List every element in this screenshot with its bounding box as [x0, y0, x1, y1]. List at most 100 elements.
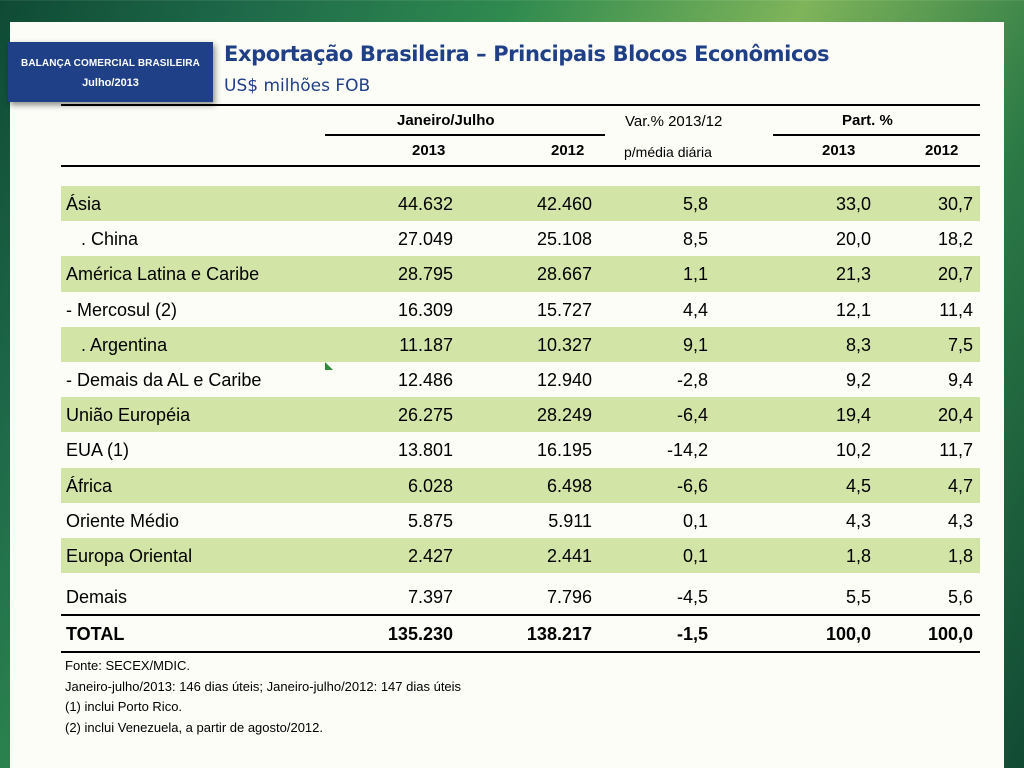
part-2013: 33,0	[835, 194, 871, 214]
value-2012: 25.108	[536, 229, 592, 250]
value-2012: 138.217	[526, 624, 592, 645]
value-2013: 28.795	[397, 264, 453, 285]
row-label: EUA (1)	[66, 440, 130, 461]
var-pct: 1,1	[682, 264, 708, 285]
value-2012: 42.460	[536, 194, 592, 214]
row-label: África	[66, 475, 113, 496]
var-pct: -6,6	[676, 475, 708, 496]
footnote-1: (1) inclui Porto Rico.	[65, 699, 183, 714]
part-2013: 8,3	[845, 334, 871, 355]
row-label: União Européia	[66, 405, 191, 426]
value-2013: 16.309	[397, 299, 453, 320]
part-2013: 100,0	[825, 624, 871, 645]
var-pct: 8,5	[682, 229, 708, 250]
badge-period: Julho/2013	[82, 77, 139, 89]
value-2012: 6.498	[546, 475, 592, 496]
part-2013: 12,1	[835, 299, 871, 320]
header-part-group: Part. %	[842, 112, 893, 129]
row-label-text: . Argentina	[76, 334, 168, 355]
var-pct: 0,1	[682, 510, 708, 531]
value-2013: 11.187	[399, 334, 453, 355]
table-row: Ásia 44.632 42.460 5,8 33,0 30,7	[61, 186, 980, 222]
table-row: EUA (1) 13.801 16.195 -14,2 10,2 11,7	[61, 432, 980, 467]
report-badge: BALANÇA COMERCIAL BRASILEIRA Julho/2013	[8, 42, 213, 102]
value-2012: 15.727	[536, 299, 592, 320]
var-pct: -4,5	[676, 587, 708, 608]
row-label: América Latina e Caribe	[66, 264, 260, 285]
part-group-rule	[773, 134, 980, 136]
row-label-text: . China	[76, 229, 139, 250]
row-label: Ásia	[66, 194, 102, 214]
part-2013: 9,2	[845, 369, 871, 390]
value-2013: 26.275	[397, 405, 453, 426]
value-2012: 10.327	[536, 334, 592, 355]
part-2013: 21,3	[835, 264, 871, 285]
header-period-group: Janeiro/Julho	[397, 112, 495, 129]
page-subtitle: US$ milhões FOB	[224, 76, 371, 96]
value-2013: 13.801	[397, 440, 453, 461]
table-row: América Latina e Caribe 28.795 28.667 1,…	[61, 256, 980, 292]
part-2012: 4,3	[947, 510, 973, 531]
value-2012: 5.911	[548, 510, 592, 531]
table-row: União Européia 26.275 28.249 -6,4 19,4 2…	[61, 397, 980, 433]
row-label: Demais	[66, 587, 128, 608]
table-row: África 6.028 6.498 -6,6 4,5 4,7	[61, 467, 980, 503]
value-2012: 28.667	[536, 264, 592, 285]
period-group-rule	[325, 134, 605, 136]
value-2013: 6.028	[407, 475, 453, 496]
part-2012: 1,8	[947, 545, 973, 566]
value-2013: 135.230	[387, 624, 453, 645]
header-part-2012: 2012	[925, 142, 959, 159]
page-title: Exportação Brasileira – Principais Bloco…	[224, 42, 830, 66]
part-2013: 1,8	[845, 545, 871, 566]
source-note: Fonte: SECEX/MDIC.	[65, 658, 190, 673]
var-pct: -6,4	[676, 405, 708, 426]
var-pct: 5,8	[682, 194, 708, 214]
part-2013: 4,3	[845, 510, 871, 531]
var-pct: -2,8	[676, 369, 708, 390]
table-row: . Argentina 11.187 10.327 9,1 8,3 7,5	[61, 326, 980, 362]
row-label: - Demais da AL e Caribe	[66, 369, 262, 390]
footnotes: Fonte: SECEX/MDIC. Janeiro-julho/2013: 1…	[65, 656, 461, 738]
table-row: . China 27.049 25.108 8,5 20,0 18,2	[61, 221, 980, 256]
part-2012: 9,4	[947, 369, 973, 390]
header-col-2012: 2012	[551, 142, 585, 159]
part-2013: 5,5	[845, 587, 871, 608]
value-2013: 44.632	[397, 194, 453, 214]
days-note: Janeiro-julho/2013: 146 dias úteis; Jane…	[65, 678, 462, 694]
header-col-2013: 2013	[412, 142, 446, 159]
header-bottom-rule	[61, 165, 980, 167]
part-2012: 5,6	[947, 587, 973, 608]
part-2012: 18,2	[937, 229, 973, 250]
header-part-2013: 2013	[822, 142, 856, 159]
part-2013: 19,4	[835, 405, 871, 426]
value-2012: 28.249	[536, 405, 592, 426]
table-row: - Mercosul (2) 16.309 15.727 4,4 12,1 11…	[61, 292, 980, 327]
var-pct: 9,1	[682, 334, 708, 355]
part-2012: 100,0	[927, 624, 973, 645]
table-row: - Demais da AL e Caribe 12.486 12.940 -2…	[61, 362, 980, 397]
value-2012: 12.940	[536, 369, 592, 390]
header-var-line2: p/média diária	[624, 144, 712, 160]
part-2012: 11,4	[939, 299, 973, 320]
value-2012: 2.441	[546, 545, 592, 566]
corner-marker-icon	[325, 362, 333, 370]
table-row: Oriente Médio 5.875 5.911 0,1 4,3 4,3	[61, 503, 980, 538]
part-2012: 11,7	[939, 440, 973, 461]
value-2012: 7.796	[546, 587, 592, 608]
value-2013: 7.397	[407, 587, 453, 608]
var-pct: -1,5	[676, 624, 708, 645]
footnote-2: (2) inclui Venezuela, a partir de agosto…	[65, 719, 324, 735]
part-2012: 4,7	[947, 475, 973, 496]
value-2013: 27.049	[397, 229, 453, 250]
row-label: - Mercosul (2)	[66, 299, 178, 320]
row-label: Europa Oriental	[66, 545, 193, 566]
header-var-line1: Var.% 2013/12	[625, 113, 723, 130]
row-label: TOTAL	[66, 624, 125, 645]
slide-panel	[10, 22, 1004, 768]
part-2012: 20,4	[937, 405, 973, 426]
row-label: . China	[66, 229, 138, 250]
part-2012: 7,5	[947, 334, 973, 355]
row-label: . Argentina	[66, 335, 167, 356]
